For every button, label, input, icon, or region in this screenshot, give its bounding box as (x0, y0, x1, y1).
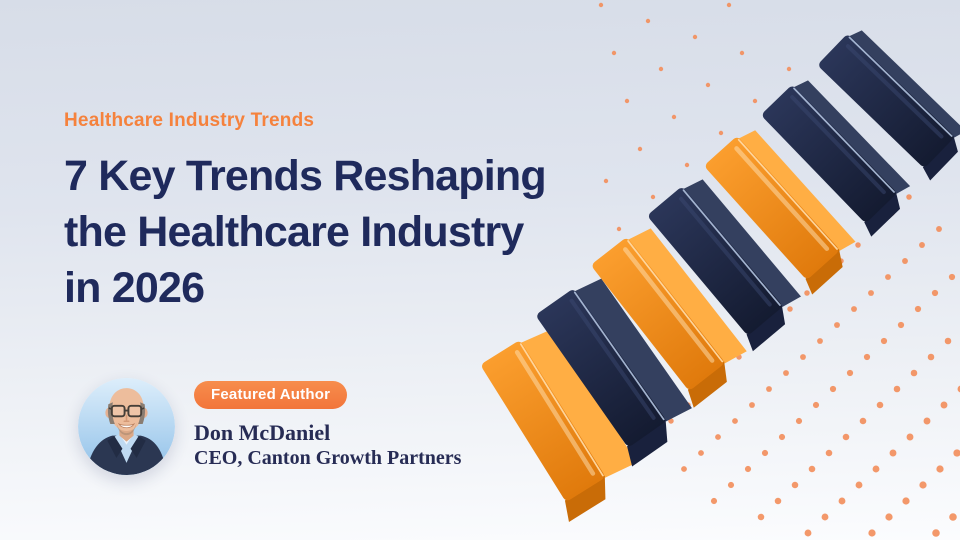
eyebrow-label: Healthcare Industry Trends (64, 110, 315, 131)
featured-author-badge: Featured Author (194, 381, 348, 409)
bar-3-orange (592, 228, 747, 408)
page-title: 7 Key Trends Reshaping the Healthcare In… (64, 152, 547, 312)
hero-content: Healthcare Industry Trends 7 Key Trends … (64, 110, 684, 316)
author-card: Featured Author Don McDaniel CEO, Canton… (78, 378, 461, 475)
bar-5-orange (705, 130, 856, 295)
bar-1-orange (482, 328, 637, 522)
avatar-photo (78, 378, 175, 475)
bar-2-navy (537, 278, 692, 467)
author-name: Don McDaniel (194, 420, 331, 445)
bar-6-navy (762, 80, 911, 237)
bar-7-navy (819, 30, 960, 181)
bar-4-navy (648, 179, 801, 352)
author-avatar (78, 378, 175, 475)
badge-label: Featured Author (211, 386, 331, 403)
author-role: CEO, Canton Growth Partners (194, 447, 462, 469)
author-meta: Featured Author Don McDaniel CEO, Canton… (194, 378, 461, 469)
